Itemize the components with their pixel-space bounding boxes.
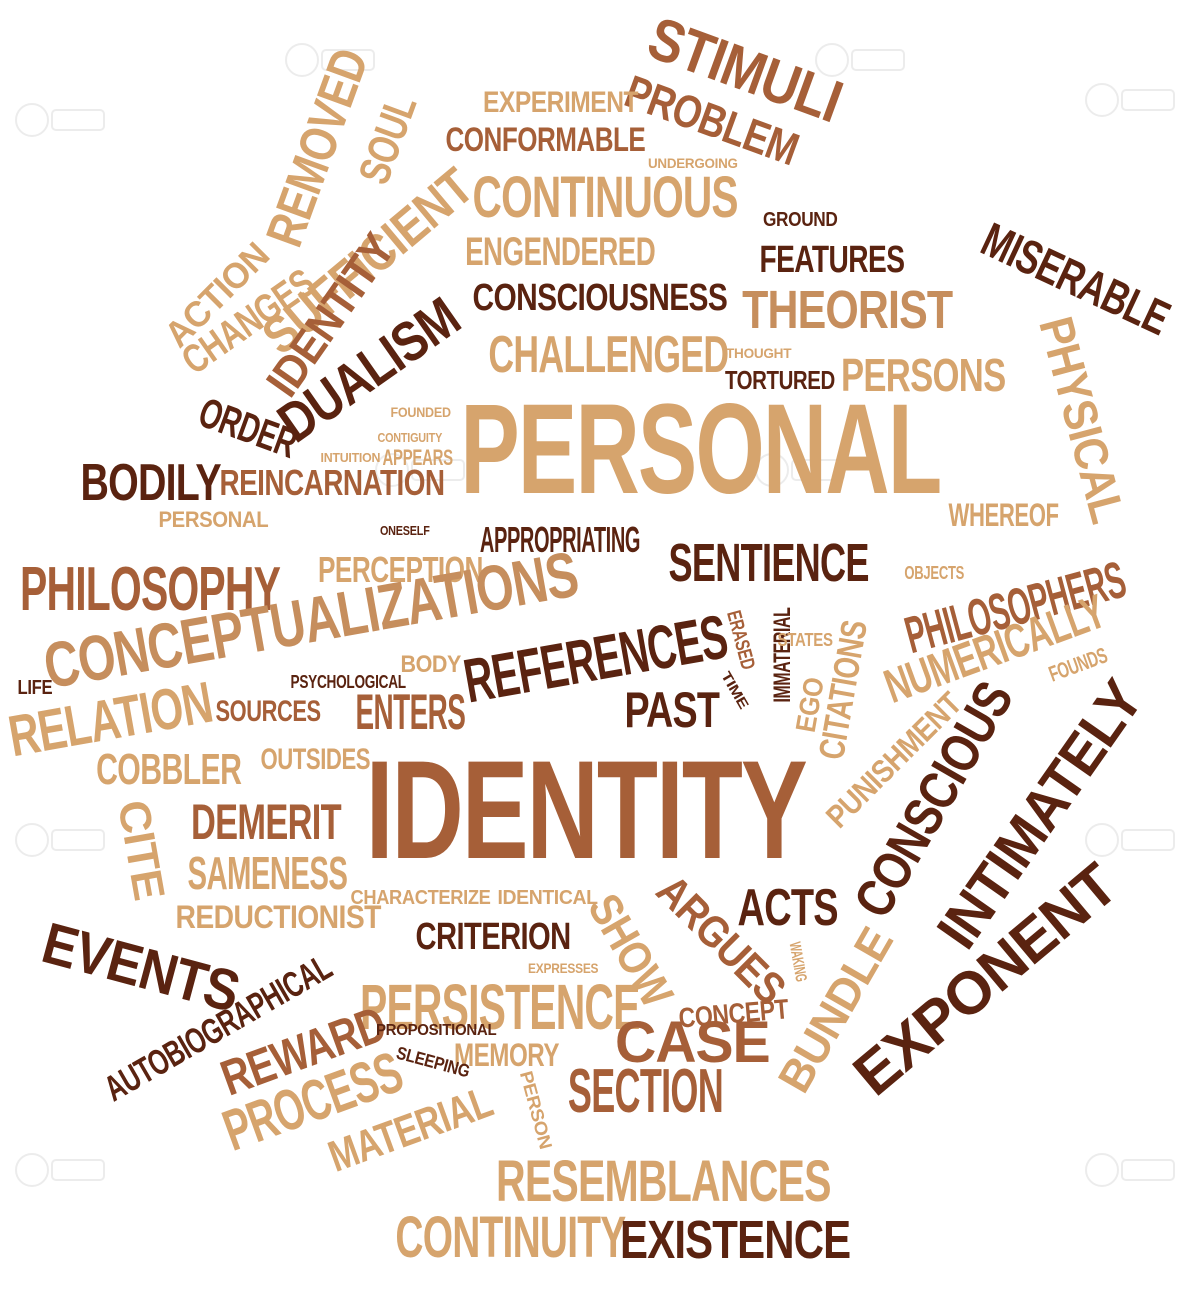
cloud-word-criterion: CRITERION <box>416 918 571 956</box>
cloud-word-states: STATES <box>778 631 833 649</box>
cloud-word-theorist: THEORIST <box>742 283 952 337</box>
cloud-word-consciousness: CONSCIOUSNESS <box>472 279 727 317</box>
cloud-word-sources: SOURCES <box>216 697 321 727</box>
cloud-word-experiment: EXPERIMENT <box>483 88 638 118</box>
cloud-word-ground: GROUND <box>762 210 837 230</box>
cloud-word-features: FEATURES <box>759 241 904 279</box>
cloud-word-bodily: BODILY <box>80 457 220 509</box>
123rf-watermark-icon <box>12 88 108 152</box>
cloud-word-thought: THOUGHT <box>726 346 791 360</box>
cloud-word-demerit: DEMERIT <box>191 797 341 847</box>
cloud-word-outsides: OUTSIDES <box>260 745 370 775</box>
cloud-word-past: PAST <box>624 685 719 735</box>
cloud-word-body: BODY <box>400 653 460 677</box>
cloud-word-reincarnation: REINCARNATION <box>219 465 444 501</box>
cloud-word-personal: PERSONAL <box>158 509 268 531</box>
cloud-word-continuous: CONTINUOUS <box>473 169 738 227</box>
cloud-word-tortured: TORTURED <box>725 367 835 393</box>
cloud-word-founded: FOUNDED <box>390 405 450 419</box>
cloud-word-persons: PERSONS <box>840 352 1005 398</box>
cloud-word-contiguity: CONTIGUITY <box>377 431 442 444</box>
cloud-word-existence: EXISTENCE <box>620 1213 850 1267</box>
123rf-watermark-icon <box>12 808 108 872</box>
cloud-word-acts: ACTS <box>737 882 837 934</box>
cloud-word-physical: PHYSICAL <box>1030 312 1131 527</box>
cloud-word-life: LIFE <box>17 678 52 698</box>
cloud-word-sameness: SAMENESS <box>187 850 347 896</box>
cloud-word-enters: ENTERS <box>355 687 465 737</box>
cloud-word-cobbler: COBBLER <box>96 748 241 792</box>
cloud-word-cite: CITE <box>110 797 171 903</box>
cloud-word-oneself: ONESELF <box>380 524 430 537</box>
cloud-word-continuity: CONTINUITY <box>395 1209 625 1267</box>
123rf-watermark-icon <box>1082 68 1178 132</box>
cloud-word-reductionist: REDUCTIONIST <box>175 901 380 933</box>
cloud-word-resemblances: RESEMBLANCES <box>496 1153 831 1211</box>
cloud-word-challenged: CHALLENGED <box>488 329 728 381</box>
cloud-word-whereof: WHEREOF <box>948 499 1058 531</box>
cloud-word-identical: IDENTICAL <box>497 888 597 908</box>
cloud-word-section: SECTION <box>567 1061 722 1123</box>
cloud-word-time: TIME <box>719 669 751 711</box>
cloud-word-sentience: SENTIENCE <box>668 536 868 590</box>
123rf-watermark-icon <box>1082 1138 1178 1202</box>
cloud-word-personal: PERSONAL <box>460 386 940 514</box>
cloud-word-identity: IDENTITY <box>365 740 805 880</box>
cloud-word-person: PERSON <box>517 1069 555 1151</box>
cloud-word-conformable: CONFORMABLE <box>445 123 645 157</box>
123rf-watermark-icon <box>12 1138 108 1202</box>
cloud-word-objects: OBJECTS <box>904 564 964 582</box>
cloud-word-immaterial: IMMATERIAL <box>771 607 795 702</box>
cloud-word-engendered: ENGENDERED <box>465 232 655 272</box>
